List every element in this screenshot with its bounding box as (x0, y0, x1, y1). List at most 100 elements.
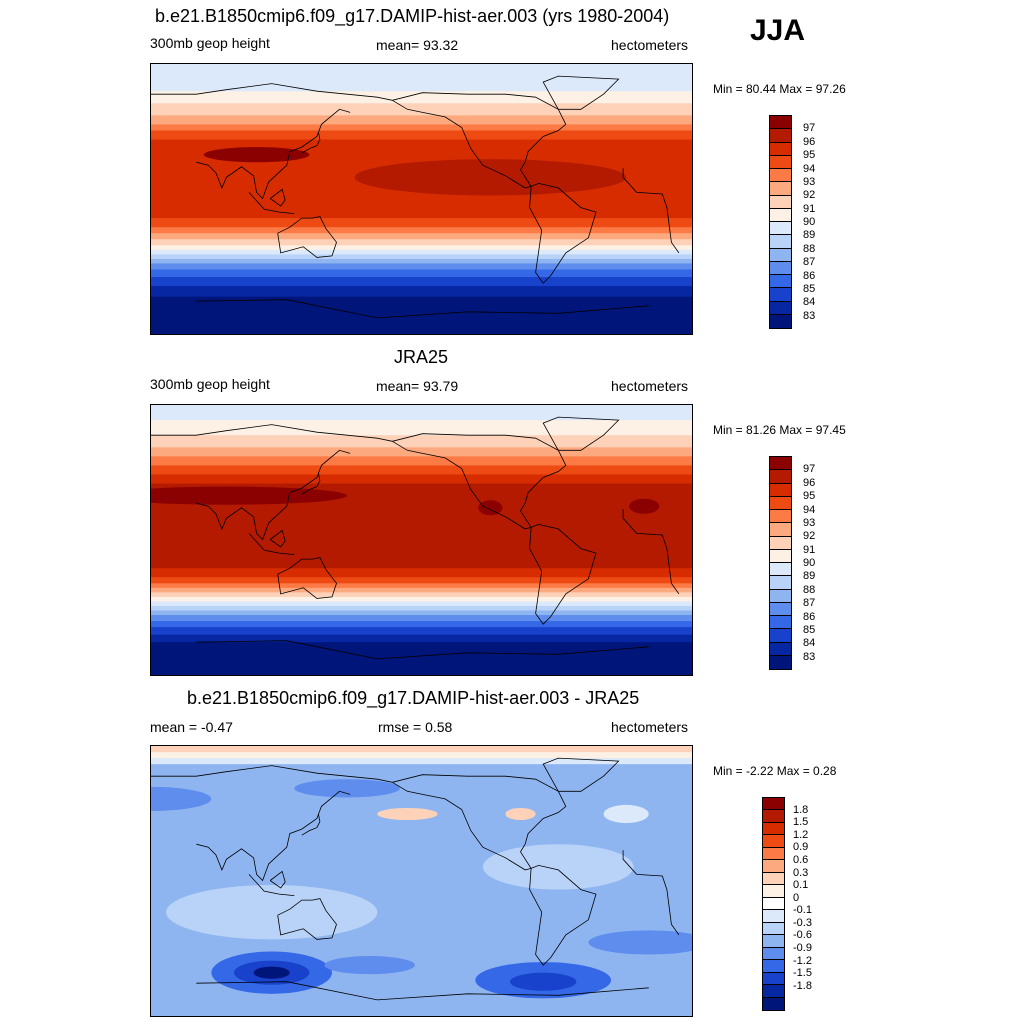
units-label: hectometers (611, 378, 689, 394)
contour-band (151, 587, 692, 593)
contour-band (151, 447, 692, 457)
colorbar-tick-label: 85 (803, 623, 816, 636)
colorbar-tick-label: 94 (803, 162, 816, 175)
coastline (622, 850, 680, 936)
contour-region (294, 779, 400, 798)
colorbar-tick-label: 97 (803, 463, 816, 476)
panel-title: b.e21.B1850cmip6.f09_g17.DAMIP-hist-aer.… (155, 6, 670, 26)
colorbar-tick-label: 92 (803, 530, 816, 543)
variable-label: 300mb geop height (150, 376, 270, 392)
colorbar-swatch (763, 910, 784, 923)
colorbar-swatch (770, 523, 791, 537)
colorbar-swatch (770, 483, 791, 497)
contour-band (151, 465, 692, 476)
colorbar-swatch (763, 935, 784, 948)
coastline (392, 92, 567, 189)
colorbar-swatch (763, 960, 784, 973)
colorbar-tick-label: 91 (803, 202, 816, 215)
colorbar-swatch (763, 985, 784, 998)
contour-region (151, 786, 212, 811)
colorbar-swatch (770, 536, 791, 550)
contour-band (151, 610, 692, 616)
contour-band (151, 758, 692, 765)
coastline (248, 192, 295, 214)
colorbar-swatch (763, 872, 784, 886)
coastline (529, 864, 597, 966)
mean-label: mean= 93.79 (376, 378, 459, 394)
contour-band (151, 124, 692, 131)
coastline (301, 472, 321, 495)
contour-band (151, 420, 692, 436)
contour-band (151, 456, 692, 466)
coastline (269, 188, 286, 207)
colorbar-swatch (770, 116, 791, 130)
colorbar-swatch (770, 288, 791, 302)
colorbar-tick-label: 93 (803, 516, 816, 529)
colorbar-tick-label: 86 (803, 610, 816, 623)
colorbar-tick-label: 1.8 (793, 803, 809, 816)
colorbar-swatch (770, 248, 791, 262)
coastline (542, 757, 620, 792)
contour-band (151, 258, 692, 264)
colorbar-swatch (763, 847, 784, 861)
colorbar-swatch (763, 897, 784, 911)
colorbar-tick-label: 84 (803, 637, 816, 650)
colorbar-swatch (770, 142, 791, 156)
colorbar-tick-label: 84 (803, 296, 816, 309)
colorbar-tick-label: 89 (803, 570, 816, 583)
coastline (529, 182, 597, 284)
colorbar-tick-label: 87 (803, 256, 816, 269)
colorbar-tick-label: 86 (803, 269, 816, 282)
minmax-label: Min = -2.22 Max = 0.28 (713, 764, 837, 778)
contour-band (151, 277, 692, 287)
colorbar-swatch (763, 810, 784, 823)
colorbar (762, 797, 785, 1011)
colorbar-tick-label: -0.9 (793, 942, 812, 955)
contour-band (151, 596, 692, 602)
colorbar-tick-label: 0 (793, 891, 800, 904)
coastline (392, 774, 567, 871)
coastline (301, 131, 321, 154)
colorbar-swatch (770, 208, 791, 222)
colorbar-swatch (763, 835, 784, 848)
contour-band (151, 91, 692, 104)
contour-band (151, 245, 692, 251)
colorbar-tick-label: 89 (803, 229, 816, 242)
coastline (301, 813, 321, 836)
contour-band (151, 601, 692, 607)
map-field (151, 405, 692, 675)
colorbar-tick-label: 0.1 (793, 879, 809, 892)
colorbar-tick-label: 97 (803, 122, 816, 135)
colorbar-tick-label: 90 (803, 557, 816, 569)
contour-band (151, 592, 692, 598)
colorbar-swatch (770, 275, 791, 289)
coastline (151, 83, 393, 101)
units-label: hectometers (611, 37, 689, 53)
map-panel (150, 63, 693, 335)
contour-band (151, 130, 692, 141)
colorbar-swatch (770, 496, 791, 510)
contour-band (151, 634, 692, 643)
minmax-label: Min = 81.26 Max = 97.45 (713, 423, 846, 437)
colorbar-tick-label: 96 (803, 476, 816, 489)
colorbar-swatch (770, 629, 791, 643)
colorbar-tick-label: -1.8 (793, 979, 812, 992)
rmse-label: rmse = 0.58 (378, 719, 453, 735)
contour-region (509, 972, 577, 991)
contour-region (629, 498, 660, 514)
colorbar-swatch (763, 860, 784, 873)
contour-band (151, 103, 692, 116)
contour-band (151, 746, 692, 753)
colorbar-swatch (770, 563, 791, 577)
colorbar-swatch (770, 655, 791, 669)
contour-band (151, 583, 692, 589)
contour-band (151, 752, 692, 759)
coastline (542, 75, 620, 110)
contour-region (588, 930, 692, 955)
map-panel (150, 745, 693, 1017)
coastline (622, 509, 680, 595)
coastline (196, 640, 649, 660)
colorbar-tick-label: 83 (803, 309, 816, 322)
contour-band (151, 405, 692, 421)
coastline (196, 981, 649, 1001)
